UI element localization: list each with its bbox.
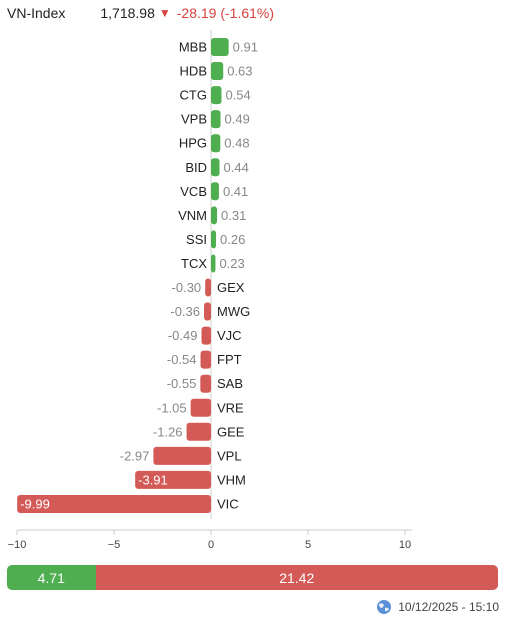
bar-tcx	[211, 254, 216, 273]
category-label-vjc: VJC	[217, 328, 242, 343]
timestamp: 10/12/2025 - 15:10	[376, 599, 499, 615]
value-label-vhm: -3.91	[138, 472, 168, 487]
value-label-mwg: -0.36	[170, 304, 200, 319]
category-label-vnm: VNM	[178, 208, 207, 223]
value-label-vnm: 0.31	[221, 208, 246, 223]
x-tick-label--10: −10	[8, 539, 27, 551]
summary-bar: 4.71 21.42	[7, 565, 498, 590]
index-change: -28.19 (-1.61%)	[176, 5, 275, 21]
summary-negative-label: 21.42	[279, 569, 315, 586]
summary-positive-label: 4.71	[37, 569, 65, 586]
category-label-mbb: MBB	[179, 40, 207, 55]
category-label-tcx: TCX	[181, 256, 207, 271]
bar-vre	[190, 398, 211, 417]
value-label-ssi: 0.26	[220, 232, 245, 247]
index-price: 1,718.98	[100, 5, 155, 21]
value-label-gee: -1.26	[153, 424, 183, 439]
value-label-ctg: 0.54	[225, 88, 250, 103]
category-label-fpt: FPT	[217, 352, 242, 367]
x-tick-label-10: 10	[399, 539, 411, 551]
bar-vic	[17, 494, 211, 513]
value-label-hpg: 0.48	[224, 136, 249, 151]
value-label-vic: -9.99	[20, 496, 50, 511]
bar-vpl	[153, 446, 211, 465]
category-label-ctg: CTG	[180, 88, 207, 103]
value-label-fpt: -0.54	[167, 352, 197, 367]
bar-sab	[200, 374, 211, 393]
bar-mwg	[204, 302, 211, 321]
timestamp-text: 10/12/2025 - 15:10	[398, 600, 499, 614]
down-triangle-icon: ▼	[158, 6, 171, 20]
index-header: VN-Index 1,718.98 ▼ -28.19 (-1.61%)	[7, 3, 274, 23]
summary-negative: 21.42	[95, 565, 498, 590]
category-label-vpl: VPL	[217, 448, 242, 463]
bar-ssi	[211, 230, 217, 249]
value-label-mbb: 0.91	[233, 40, 258, 55]
x-tick-label-0: 0	[208, 539, 214, 551]
value-label-hdb: 0.63	[227, 64, 252, 79]
bar-vnm	[211, 206, 218, 225]
value-label-vpl: -2.97	[120, 448, 150, 463]
category-label-vhm: VHM	[217, 472, 246, 487]
value-label-sab: -0.55	[167, 376, 197, 391]
bar-vpb	[211, 110, 221, 129]
category-label-bid: BID	[185, 160, 207, 175]
index-name: VN-Index	[7, 5, 66, 21]
category-label-mwg: MWG	[217, 304, 250, 319]
value-label-tcx: 0.23	[219, 256, 244, 271]
bar-gee	[186, 422, 211, 441]
value-label-vre: -1.05	[157, 400, 187, 415]
bar-gex	[205, 278, 211, 297]
category-label-sab: SAB	[217, 376, 243, 391]
value-label-vcb: 0.41	[223, 184, 248, 199]
summary-positive: 4.71	[7, 565, 96, 590]
category-label-gex: GEX	[217, 280, 245, 295]
category-label-vic: VIC	[217, 496, 239, 511]
category-label-gee: GEE	[217, 424, 245, 439]
x-tick-label--5: −5	[108, 539, 121, 551]
bar-fpt	[200, 350, 211, 369]
category-label-vcb: VCB	[180, 184, 207, 199]
impact-bar-chart: MBB 0.91 HDB 0.63 CTG 0.54 VPB 0.49 HPG 0.48 BID 0.…	[8, 30, 412, 551]
bar-vjc	[201, 326, 211, 345]
bar-hdb	[211, 62, 224, 81]
value-label-gex: -0.30	[172, 280, 202, 295]
value-label-vjc: -0.49	[168, 328, 198, 343]
bar-vcb	[211, 182, 219, 201]
bar-hpg	[211, 134, 221, 153]
x-tick-label-5: 5	[305, 539, 311, 551]
category-label-ssi: SSI	[186, 232, 207, 247]
bar-ctg	[211, 86, 222, 105]
bar-vhm	[135, 470, 211, 489]
bar-mbb	[211, 38, 229, 56]
value-label-vpb: 0.49	[225, 112, 250, 127]
category-label-hdb: HDB	[180, 64, 207, 79]
globe-icon	[377, 600, 392, 614]
category-label-vre: VRE	[217, 400, 244, 415]
value-label-bid: 0.44	[224, 160, 249, 175]
category-label-vpb: VPB	[181, 112, 207, 127]
bar-bid	[211, 158, 220, 177]
category-label-hpg: HPG	[179, 136, 207, 151]
